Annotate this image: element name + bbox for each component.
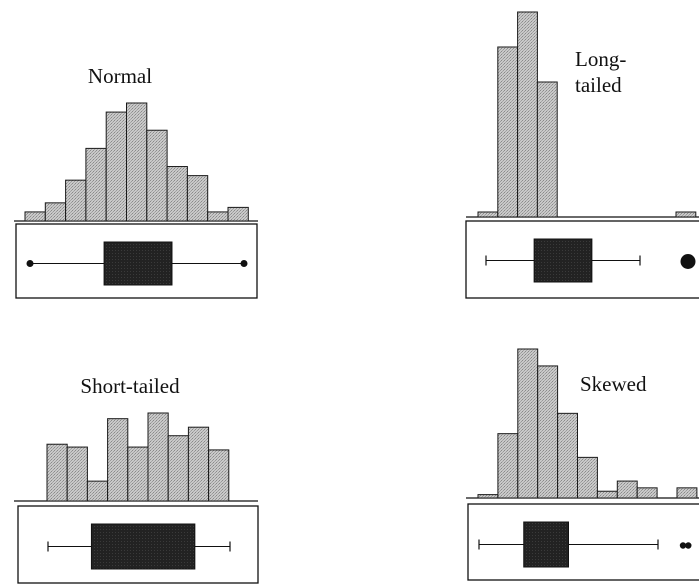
normal-bar-10 — [227, 206, 249, 222]
normal-box-frame — [15, 223, 258, 299]
short-tailed-box-frame — [17, 505, 259, 584]
short-tailed-bar-6 — [167, 435, 189, 502]
short-tailed-bar-0 — [46, 443, 68, 502]
normal-whisker-end-min — [26, 260, 34, 267]
title-normal: Normal — [87, 64, 153, 88]
skewed-bar-1 — [497, 433, 519, 499]
normal-bar-0 — [24, 211, 46, 222]
long-tailed-bar-3 — [536, 81, 558, 218]
normal-bar-8 — [186, 175, 209, 222]
normal-bar-5 — [126, 102, 148, 222]
long-tailed-outlier-0 — [680, 254, 696, 269]
short-tailed-bar-5 — [147, 412, 169, 502]
skewed-bar-3 — [537, 365, 559, 499]
skewed-bar-8 — [636, 487, 658, 499]
skewed-outlier-1 — [685, 542, 692, 549]
long-tailed-iqr-box — [533, 238, 593, 283]
title-short-tailed: Short-tailed — [80, 374, 180, 398]
long-tailed-bar-10 — [675, 211, 697, 218]
skewed-bar-2 — [517, 348, 539, 499]
short-tailed-bar-2 — [86, 480, 109, 502]
normal-bar-7 — [166, 166, 188, 222]
short-tailed-iqr-box — [90, 523, 196, 570]
short-tailed-bar-1 — [66, 446, 88, 502]
normal-bar-9 — [207, 211, 229, 222]
skewed-bar-6 — [596, 490, 618, 499]
normal-iqr-box — [103, 241, 173, 286]
long-tailed-bar-1 — [497, 46, 519, 218]
short-tailed-bar-3 — [107, 418, 129, 502]
skewed-box-frame — [467, 503, 699, 581]
skewed-bar-7 — [616, 480, 638, 499]
skewed-bar-0 — [477, 494, 499, 499]
long-tailed-bar-2 — [517, 11, 538, 218]
title-skewed: Skewed — [580, 372, 647, 396]
normal-bar-6 — [146, 129, 168, 222]
title-long-tailed: Long- tailed — [575, 47, 627, 97]
skewed-bar-5 — [577, 456, 598, 499]
normal-bar-3 — [85, 147, 107, 222]
normal-bar-4 — [105, 111, 127, 222]
skewed-iqr-box — [523, 521, 569, 568]
skewed-bar-10 — [676, 487, 698, 499]
long-tailed-box-frame — [465, 220, 699, 299]
short-tailed-bar-8 — [208, 449, 230, 502]
normal-bar-1 — [44, 202, 67, 222]
short-tailed-bar-4 — [127, 446, 149, 502]
short-tailed-bar-7 — [187, 426, 210, 502]
long-tailed-bar-0 — [477, 211, 499, 218]
normal-bar-2 — [65, 179, 87, 222]
normal-whisker-end-max — [240, 260, 248, 267]
skewed-bar-4 — [557, 412, 578, 499]
skewed-outlier-0 — [679, 542, 687, 549]
